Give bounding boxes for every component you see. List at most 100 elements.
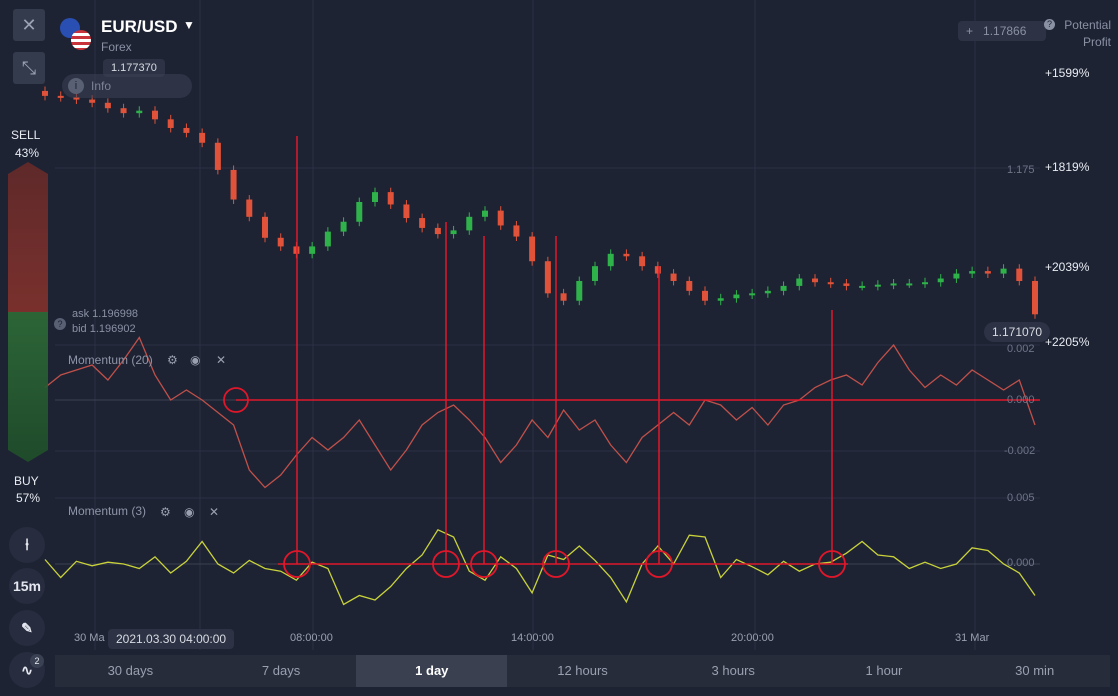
ask-price: ask 1.196998 [72, 308, 139, 320]
x-axis-label: 14:00:00 [511, 632, 554, 644]
info-pill[interactable]: i Info [62, 74, 192, 98]
asset-pair-title[interactable]: EUR/USD [101, 17, 178, 36]
buy-percentage: 57% [16, 491, 41, 505]
timeframe-3-hours[interactable]: 3 hours [711, 663, 755, 678]
candle-body [733, 294, 740, 299]
eye-icon[interactable]: ◉ [190, 353, 201, 367]
candle-body [764, 290, 771, 294]
bid-price: bid 1.196902 [72, 323, 136, 335]
candle-body [403, 204, 410, 219]
candle-body [309, 246, 316, 254]
candle-body [812, 278, 818, 283]
drawing-tools-button[interactable]: ✎ [9, 610, 45, 646]
profit-level: +1819% [1045, 160, 1090, 174]
annotation-circle [223, 387, 249, 413]
timeframe-button[interactable]: 15m [9, 568, 45, 604]
close-button[interactable]: ✕ [13, 9, 45, 41]
candle-body [969, 271, 976, 274]
annotation-circle [432, 550, 460, 578]
indicator-count-badge: 2 [30, 654, 44, 668]
sell-label: SELL [11, 128, 41, 142]
candle-body [183, 127, 190, 133]
candle-body [1032, 280, 1038, 315]
indicator-level-label: 0.002 [1007, 343, 1035, 355]
us-flag-icon [71, 30, 91, 50]
indicator-level-label: 0.000 [1007, 557, 1035, 569]
potential-profit-line2: Profit [1082, 35, 1111, 49]
close-icon[interactable]: ✕ [209, 505, 220, 519]
top-price-tag: +1.17866 [958, 21, 1046, 41]
timeframe-1-day[interactable]: 1 day [356, 655, 508, 687]
candle-body [654, 266, 661, 274]
indicators-icon: ∿ [21, 662, 33, 678]
candle-body [749, 293, 756, 296]
candle-body [906, 283, 913, 286]
timeframe-bar: 30 days 7 days 1 day 12 hours 3 hours 1 … [55, 655, 1110, 687]
timeframe-30-min[interactable]: 30 min [1015, 663, 1055, 678]
x-axis-label: 20:00:00 [731, 632, 774, 644]
candle-body [372, 192, 378, 202]
annotation-circle [470, 550, 498, 578]
candle-body [482, 210, 488, 217]
candle-body [859, 285, 866, 288]
x-axis-label: 08:00:00 [290, 632, 333, 644]
candle-body [434, 227, 441, 235]
candle-body [827, 282, 834, 285]
indicator-level-label: 0.005 [1007, 492, 1035, 504]
annotation-circle [542, 550, 570, 578]
x-axis-label: 31 Mar [955, 632, 990, 644]
gear-icon[interactable]: ⚙ [160, 505, 171, 519]
candle-body [73, 97, 80, 100]
candle-body [152, 110, 158, 120]
chart-type-button[interactable]: ⍿ [9, 527, 45, 563]
momentum3-line [44, 528, 1036, 606]
plus-icon[interactable]: + [966, 24, 974, 38]
candle-body [937, 278, 944, 283]
collapse-button[interactable]: ⤡ [13, 52, 45, 84]
annotation-circle [645, 550, 673, 578]
candle-body [529, 236, 536, 262]
info-label: Info [91, 79, 112, 93]
candle-body [277, 237, 284, 247]
annotation-circle [818, 550, 846, 578]
candle-body [42, 90, 48, 96]
candle-body [796, 278, 803, 286]
candle-body [104, 102, 111, 109]
timeframe-12-hours[interactable]: 12 hours [557, 663, 608, 678]
top-price: 1.17866 [983, 24, 1027, 38]
candle-body [623, 253, 630, 257]
timeframe-30-days[interactable]: 30 days [107, 663, 154, 678]
candle-body [1000, 268, 1007, 274]
candle-body [214, 142, 221, 170]
candle-body [922, 282, 928, 285]
eye-icon[interactable]: ◉ [184, 505, 195, 519]
timeframe-1-hour[interactable]: 1 hour [865, 663, 903, 678]
buy-label: BUY [14, 474, 39, 488]
candle-body [387, 192, 394, 205]
sell-percentage: 43% [15, 146, 40, 160]
pencil-icon: ✎ [21, 620, 33, 636]
indicators-button[interactable]: ∿ [9, 652, 45, 688]
help-icon[interactable]: ? [54, 318, 66, 330]
close-icon[interactable]: ✕ [216, 353, 227, 367]
annotation-circle [283, 550, 311, 578]
candle-body [419, 218, 426, 228]
candle-body [230, 169, 237, 200]
potential-profit-title: Potential [1059, 18, 1111, 32]
candle-body [513, 225, 520, 237]
timeframe-7-days[interactable]: 7 days [261, 663, 301, 678]
momentum20-line [44, 336, 1036, 489]
candle-body [874, 284, 881, 287]
candle-body [544, 261, 551, 294]
candle-body [1016, 268, 1023, 281]
help-icon[interactable]: ? [1044, 19, 1055, 30]
buy-sentiment-bar [8, 312, 48, 462]
timeframe-label: 15m [12, 578, 42, 594]
candle-body [639, 256, 646, 267]
gear-icon[interactable]: ⚙ [167, 353, 178, 367]
indicator-momentum20-label: Momentum (20) [68, 353, 153, 367]
chevron-down-icon[interactable]: ▼ [183, 18, 195, 32]
close-icon: ✕ [21, 15, 37, 35]
indicator-level-label: 0.000 [1007, 394, 1035, 406]
